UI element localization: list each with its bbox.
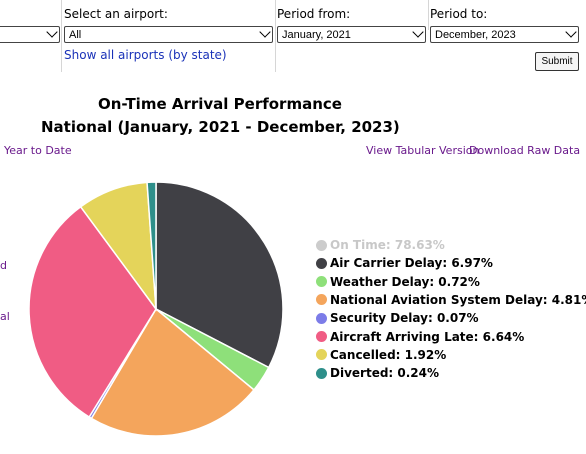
legend-label: Weather Delay: 0.72% [330, 274, 480, 289]
legend-item-security-delay[interactable]: Security Delay: 0.07% [316, 309, 479, 327]
legend-item-national-aviation-system-delay[interactable]: National Aviation System Delay: 4.81% [316, 291, 586, 309]
legend-dot-icon [316, 294, 327, 306]
legend-dot-icon [316, 257, 327, 269]
pie-slice-aircraft-arriving-late[interactable] [28, 205, 157, 419]
legend-item-diverted[interactable]: Diverted: 0.24% [316, 364, 439, 382]
submit-button[interactable]: Submit [535, 52, 579, 71]
airport-label: Select an airport: [64, 7, 168, 21]
legend-label: On Time: 78.63% [330, 238, 445, 252]
chevron-down-icon [259, 27, 271, 38]
airport-select-value: All [69, 29, 82, 41]
divider [61, 0, 62, 72]
legend-item-on-time[interactable]: On Time: 78.63% [316, 236, 445, 254]
pie-slice-security-delay[interactable] [88, 308, 157, 420]
year-to-date-link[interactable]: Year to Date [4, 144, 72, 157]
legend-dot-icon [316, 312, 327, 324]
period-to-select[interactable]: December, 2023 [430, 26, 579, 43]
chart-title-line1: On-Time Arrival Performance [98, 95, 342, 113]
legend-dot-icon [316, 239, 327, 251]
view-tabular-link[interactable]: View Tabular Version [366, 144, 480, 157]
period-to-label: Period to: [430, 7, 488, 21]
legend-dot-icon [316, 276, 327, 288]
divider [428, 0, 429, 30]
pie-slice-air-carrier-delay[interactable] [155, 181, 284, 369]
chevron-down-icon [46, 27, 58, 38]
pie-slice-national-aviation-system-delay[interactable] [90, 307, 255, 437]
airport-select[interactable]: All [64, 26, 273, 43]
show-all-airports-link[interactable]: Show all airports (by state) [64, 48, 227, 62]
pie-slice-diverted[interactable] [146, 181, 157, 310]
legend-label: Aircraft Arriving Late: 6.64% [330, 329, 525, 344]
legend-label: Diverted: 0.24% [330, 366, 440, 381]
period-to-value: December, 2023 [435, 29, 516, 41]
legend-dot-icon [316, 349, 327, 361]
period-from-select[interactable]: January, 2021 [277, 26, 426, 43]
legend-label: Security Delay: 0.07% [330, 311, 479, 326]
side-link-fragment[interactable]: al [0, 310, 10, 323]
legend-item-air-carrier-delay[interactable]: Air Carrier Delay: 6.97% [316, 254, 493, 272]
pie-slice-weather-delay[interactable] [155, 308, 270, 391]
period-from-value: January, 2021 [282, 29, 351, 41]
state-select[interactable] [0, 26, 60, 43]
chevron-down-icon [565, 27, 577, 38]
legend-dot-icon [316, 331, 327, 342]
legend-item-weather-delay[interactable]: Weather Delay: 0.72% [316, 273, 480, 291]
chevron-down-icon [412, 27, 424, 38]
legend-label: Air Carrier Delay: 6.97% [330, 256, 493, 271]
legend-label: National Aviation System Delay: 4.81% [330, 292, 586, 307]
legend-dot-icon [316, 367, 327, 379]
legend-label: Cancelled: 1.92% [330, 347, 447, 362]
download-raw-link[interactable]: Download Raw Data [469, 144, 581, 157]
period-from-label: Period from: [277, 7, 351, 21]
side-link-fragment[interactable]: d [0, 259, 7, 272]
legend-item-cancelled[interactable]: Cancelled: 1.92% [316, 346, 446, 364]
chart-title-line2: National (January, 2021 - December, 2023… [41, 118, 400, 136]
pie-slice-cancelled[interactable] [79, 181, 157, 312]
legend-item-aircraft-arriving-late[interactable]: Aircraft Arriving Late: 6.64% [316, 328, 524, 346]
divider [275, 0, 276, 72]
